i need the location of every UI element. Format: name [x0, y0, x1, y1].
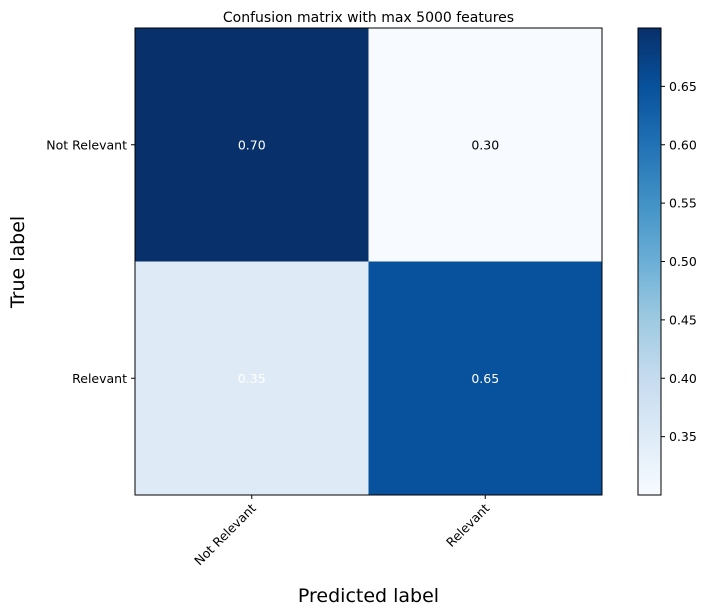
heatmap-cell: [135, 261, 369, 495]
colorbar-tick-label: 0.35: [669, 429, 697, 444]
x-axis-label: Predicted label: [298, 585, 439, 607]
colorbar-tick-label: 0.55: [669, 196, 697, 211]
y-tick-label: Relevant: [72, 371, 127, 386]
colorbar-tick-label: 0.65: [669, 79, 697, 94]
heatmap-cell: [135, 28, 369, 262]
y-tick-label: Not Relevant: [46, 137, 127, 152]
plot-frame: [134, 27, 603, 496]
x-tick-label: Not Relevant: [191, 500, 259, 568]
heatmap-cell: [368, 28, 602, 262]
colorbar-tick-label: 0.45: [669, 312, 697, 327]
colorbar-ticks: 0.35 0.40 0.45 0.50 0.55 0.60 0.65: [661, 79, 697, 444]
colorbar-tick-label: 0.50: [669, 254, 697, 269]
colorbar: [637, 27, 662, 496]
x-tick-label: Relevant: [443, 500, 492, 549]
y-axis-ticks: Not Relevant Relevant: [46, 137, 135, 386]
heatmap-cell: [368, 261, 602, 495]
colorbar-tick-label: 0.40: [669, 371, 697, 386]
cell-value-label: 0.30: [471, 137, 499, 152]
y-axis-label: True label: [7, 216, 29, 309]
x-axis-ticks: Not Relevant Relevant: [191, 495, 492, 568]
heatmap-cells: 0.70 0.30 0.35 0.65: [135, 28, 602, 495]
cell-value-label: 0.35: [238, 371, 266, 386]
chart-title: Confusion matrix with max 5000 features: [223, 10, 514, 26]
colorbar-tick-label: 0.60: [669, 137, 697, 152]
cell-value-label: 0.65: [471, 371, 499, 386]
cell-value-label: 0.70: [238, 137, 266, 152]
